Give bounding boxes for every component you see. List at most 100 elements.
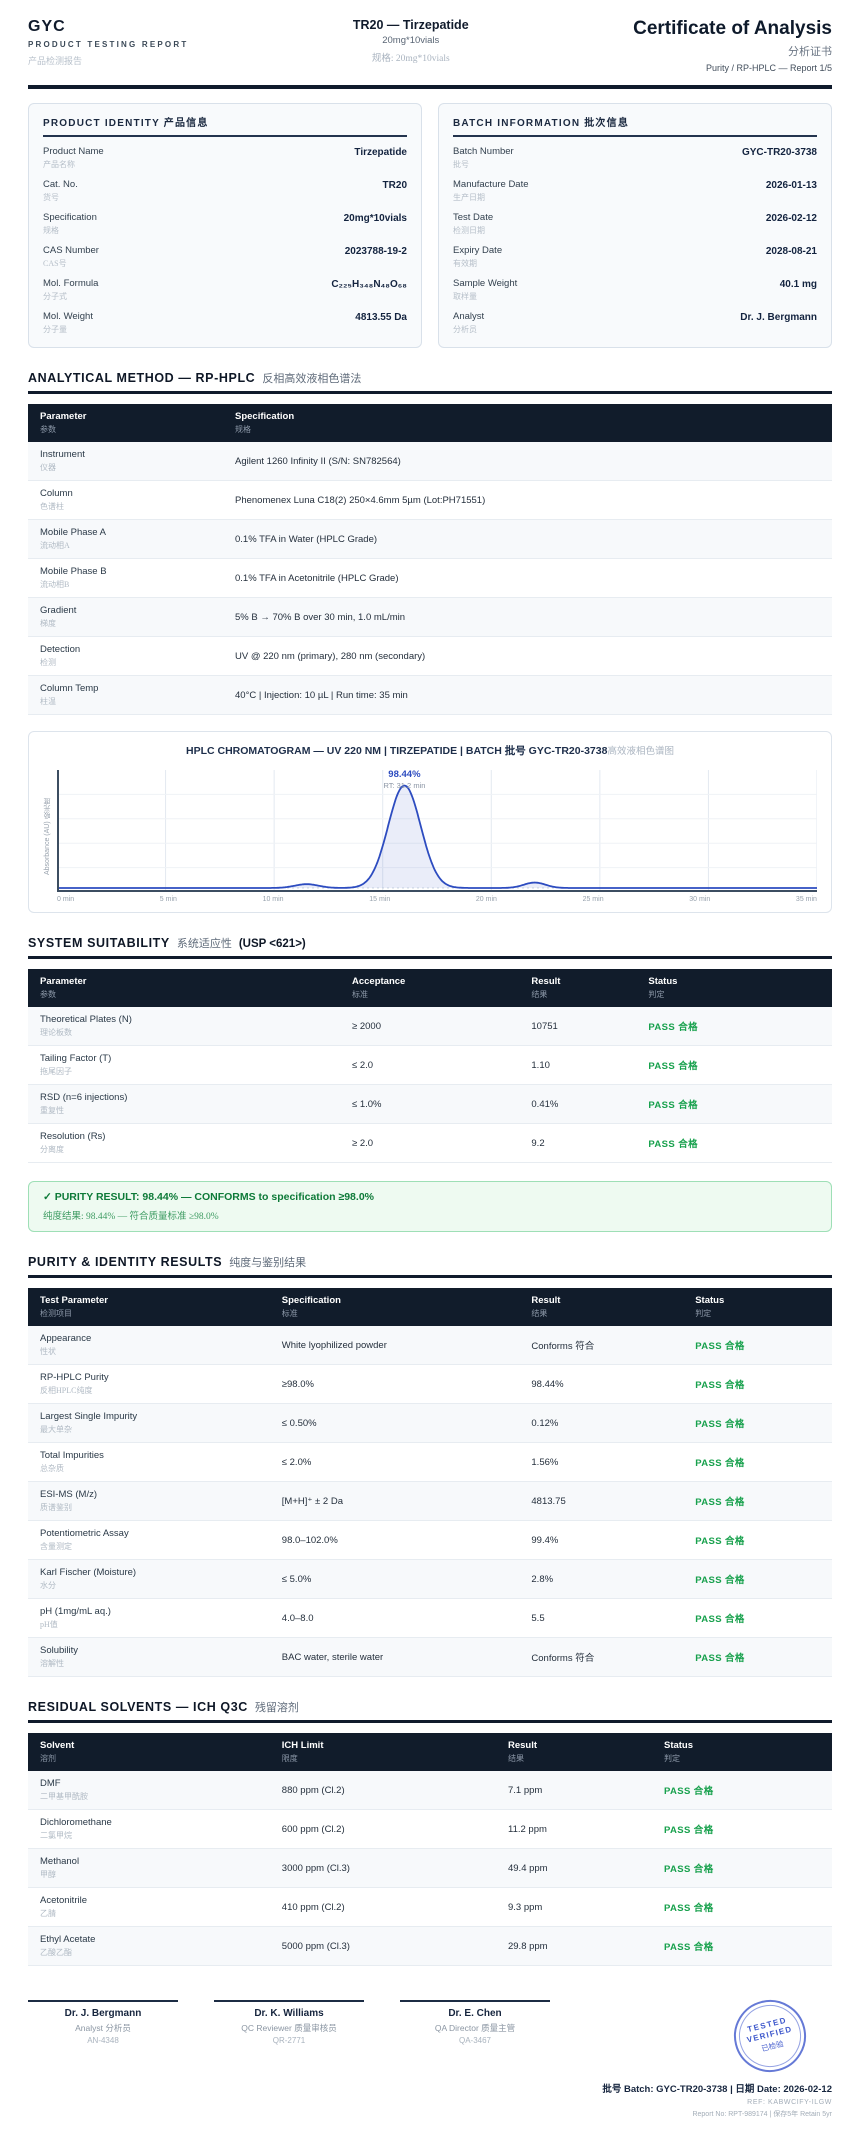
table-row: Potentiometric Assay 含量测定 98.0–102.0% 99… <box>28 1521 832 1560</box>
info-value: 4813.55 Da <box>355 311 407 323</box>
result-value: 99.4% <box>531 1534 559 1546</box>
purity-banner-line1: ✓ PURITY RESULT: 98.44% — CONFORMS to sp… <box>43 1191 374 1203</box>
param-label: Solubility <box>40 1645 79 1656</box>
solvent-label-zh: 二甲基甲酰胺 <box>40 1792 88 1801</box>
param-label-zh: 质谱鉴别 <box>40 1503 72 1512</box>
x-axis-tick: 5 min <box>159 896 177 903</box>
hplc-chromatogram-panel: HPLC CHROMATOGRAM — UV 220 NM | TIRZEPAT… <box>28 731 832 913</box>
info-label-zh: 分析员 <box>453 324 477 334</box>
result-value: 9.3 ppm <box>507 1901 543 1913</box>
table-row: Dichloromethane 二氯甲烷 600 ppm (Cl.2) 11.2… <box>28 1810 832 1849</box>
param-label-zh: 总杂质 <box>40 1464 64 1473</box>
product-header-spec-zh: 规格: 20mg*10vials <box>371 54 450 64</box>
table-row: ESI-MS (M/z) 质谱鉴别 [M+H]⁺ ± 2 Da 4813.75 … <box>28 1482 832 1521</box>
acceptance-value: ≤ 1.0% <box>352 1098 382 1110</box>
brand-name: GYC <box>28 18 66 35</box>
table-row: pH (1mg/mL aq.) pH值 4.0–8.0 5.5 PASS 合格 <box>28 1599 832 1638</box>
section-title-zh: 反相高效液相色谱法 <box>262 373 362 385</box>
col-header: Status <box>663 1740 694 1751</box>
info-value: TR20 <box>382 179 407 191</box>
col-header: Status <box>648 976 678 987</box>
batch-information-panel: BATCH INFORMATION 批次信息 Batch Number 批号 G… <box>438 103 832 348</box>
col-header-zh: 标准 <box>281 1309 298 1318</box>
limit-value: 880 ppm (Cl.2) <box>281 1784 345 1796</box>
chromatogram-plot: 98.44% RT: 31.2 min <box>57 769 817 892</box>
status-badge: PASS 合格 <box>695 1575 745 1586</box>
solvent-label: Ethyl Acetate <box>40 1934 96 1945</box>
result-value: 11.2 ppm <box>507 1823 547 1835</box>
solvent-label-zh: 乙腈 <box>40 1909 56 1918</box>
info-value: Tirzepatide <box>354 146 407 158</box>
x-axis-tick-labels: 0 min 5 min 10 min 15 min 20 min 25 min 30 min… <box>57 896 817 903</box>
param-label-zh: 流动相A <box>40 541 70 550</box>
param-label: Karl Fischer (Moisture) <box>40 1567 137 1578</box>
stamp-line3: 已检验 <box>760 2039 785 2054</box>
info-row: Expiry Date 有效期 2028-08-21 <box>453 240 817 273</box>
param-label-zh: 拖尾因子 <box>40 1067 72 1076</box>
signer-role: QA Director 质量主管 <box>434 2023 516 2033</box>
status-badge: PASS 合格 <box>695 1419 745 1430</box>
signature-blocks: Dr. J. Bergmann Analyst 分析员 AN-4348 Dr. … <box>28 2000 550 2045</box>
info-row: Cat. No. 货号 TR20 <box>43 174 407 207</box>
status-badge: PASS 合格 <box>663 1786 714 1797</box>
batch-information-title: BATCH INFORMATION 批次信息 <box>453 114 817 137</box>
residual-solvents-rows: DMF 二甲基甲酰胺 880 ppm (Cl.2) 7.1 ppm PASS 合… <box>28 1771 832 1966</box>
brand-subtitle: PRODUCT TESTING REPORT <box>28 40 189 49</box>
solvent-label: Methanol <box>40 1856 80 1867</box>
spec-value: UV @ 220 nm (primary), 280 nm (secondary… <box>235 650 426 662</box>
verified-stamp: TESTED VERIFIED 已检验 <box>726 1992 814 2080</box>
table-row: Detection 检测 UV @ 220 nm (primary), 280 … <box>28 637 832 676</box>
info-label: Cat. No. <box>43 178 78 190</box>
result-value: 29.8 ppm <box>507 1940 548 1952</box>
result-value: 4813.75 <box>531 1495 566 1507</box>
analytical-method-table: Parameter 参数 Specification 规格 Instrument 仪… <box>28 404 832 715</box>
status-badge: PASS 合格 <box>695 1497 745 1508</box>
col-header: ICH Limit <box>281 1740 324 1751</box>
result-value: Conforms 符合 <box>531 1653 595 1664</box>
status-badge: PASS 合格 <box>695 1653 745 1664</box>
info-label-zh: 生产日期 <box>453 192 485 202</box>
stamp-line1: TESTED <box>746 2015 788 2035</box>
param-label: Column Temp <box>40 683 99 694</box>
info-label-zh: 货号 <box>43 192 59 202</box>
result-value: 10751 <box>531 1020 558 1032</box>
residual-solvents-table: Solvent 溶剂 ICH Limit 限度 Result 结果 Status 判定 … <box>28 1733 832 1966</box>
footer-batch-line: 批号 Batch: GYC-TR20-3738 | 日期 Date: 2026-… <box>602 2084 832 2095</box>
info-row: CAS Number CAS号 2023788-19-2 <box>43 240 407 273</box>
limit-value: 600 ppm (Cl.2) <box>281 1823 345 1835</box>
signature-block: Dr. E. Chen QA Director 质量主管 QA-3467 <box>400 2000 550 2045</box>
status-badge: PASS 合格 <box>695 1536 745 1547</box>
col-header-zh: 标准 <box>352 990 368 999</box>
brand-block: GYC PRODUCT TESTING REPORT 产品检测报告 <box>28 18 188 67</box>
status-badge: PASS 合格 <box>663 1864 714 1875</box>
info-label-zh: 分子式 <box>43 291 67 301</box>
footer-meta: 批号 Batch: GYC-TR20-3738 | 日期 Date: 2026-… <box>602 2081 832 2119</box>
product-header-spec: 20mg*10vials <box>382 35 440 46</box>
solvent-label: Dichloromethane <box>40 1817 112 1828</box>
info-row: Product Name 产品名称 Tirzepatide <box>43 141 407 174</box>
param-label: Mobile Phase B <box>40 566 107 577</box>
info-row: Sample Weight 取样量 40.1 mg <box>453 273 817 306</box>
info-label: Manufacture Date <box>453 178 529 190</box>
spec-value: White lyophilized powder <box>281 1339 387 1351</box>
col-header: Specification <box>235 411 295 422</box>
info-value: Dr. J. Bergmann <box>740 311 817 323</box>
col-header-zh: 检测项目 <box>40 1309 72 1318</box>
param-label: Column <box>40 488 73 499</box>
acceptance-value: ≥ 2.0 <box>352 1137 374 1149</box>
signer-role: Analyst 分析员 <box>75 2023 131 2033</box>
x-axis-tick: 35 min <box>795 896 817 903</box>
info-label: Mol. Weight <box>43 310 93 322</box>
info-row: Manufacture Date 生产日期 2026-01-13 <box>453 174 817 207</box>
col-header-zh: 结果 <box>507 1754 524 1763</box>
brand-subtitle-zh: 产品检测报告 <box>28 56 83 66</box>
spec-value: ≤ 5.0% <box>281 1573 312 1585</box>
param-label: Instrument <box>40 449 85 460</box>
info-row: Mol. Formula 分子式 C₂₂₅H₃₄₈N₄₈O₆₈ <box>43 273 407 306</box>
info-row: Test Date 检测日期 2026-02-12 <box>453 207 817 240</box>
col-header: Parameter <box>40 411 87 422</box>
chromatogram-svg <box>57 770 817 892</box>
status-badge: PASS 合格 <box>648 1139 698 1150</box>
info-label: CAS Number <box>43 244 99 256</box>
param-label: Potentiometric Assay <box>40 1528 129 1539</box>
